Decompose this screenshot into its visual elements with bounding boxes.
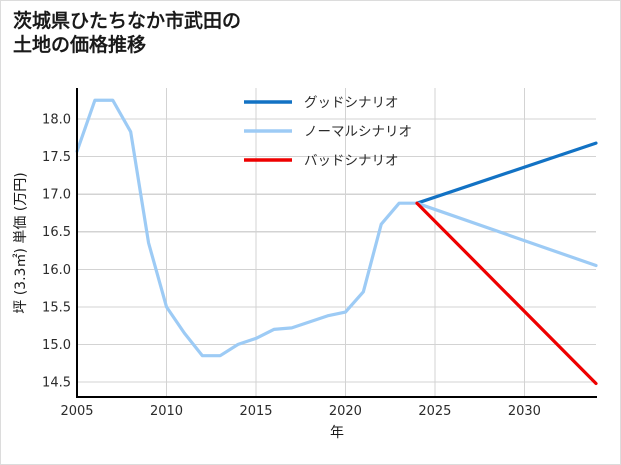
x-tick-label: 2010 xyxy=(150,404,183,419)
axis-spines xyxy=(76,88,597,398)
x-tick-label: 2025 xyxy=(418,404,451,419)
legend-label: ノーマルシナリオ xyxy=(304,124,412,140)
y-tick-label: 17.5 xyxy=(42,150,71,165)
y-tick-label: 16.0 xyxy=(42,263,71,278)
x-tick-labels: 2005 2010 2015 2020 2025 2030 xyxy=(60,404,540,419)
x-tick-label: 2015 xyxy=(239,404,272,419)
y-tick-label: 15.5 xyxy=(42,300,71,315)
y-tick-labels: 14.5 15.0 15.5 16.0 16.5 17.0 17.5 18.0 xyxy=(42,113,71,391)
gridlines-group xyxy=(76,88,596,397)
y-axis-title-text: 坪 (3.3㎡) 単価 (万円) xyxy=(13,172,29,313)
y-tick-label: 16.5 xyxy=(42,225,71,240)
series-line xyxy=(415,201,598,386)
x-axis-title: 年 xyxy=(330,425,344,441)
x-tick-label: 2005 xyxy=(60,404,93,419)
x-tick-label: 2030 xyxy=(508,404,541,419)
y-tick-label: 18.0 xyxy=(42,113,71,128)
legend-label: グッドシナリオ xyxy=(304,95,399,111)
y-axis-title: 坪 (3.3㎡) 単価 (万円) xyxy=(13,172,29,313)
series-line xyxy=(415,141,598,205)
chart-title: 茨城県ひたちなか市武田の 土地の価格推移 xyxy=(13,10,242,57)
y-tick-label: 14.5 xyxy=(42,376,71,391)
legend-label: バッドシナリオ xyxy=(304,153,399,169)
series-group xyxy=(75,98,598,386)
x-tick-label: 2020 xyxy=(329,404,362,419)
series-line xyxy=(75,98,598,358)
y-tick-label: 17.0 xyxy=(42,188,71,203)
y-tick-label: 15.0 xyxy=(42,338,71,353)
